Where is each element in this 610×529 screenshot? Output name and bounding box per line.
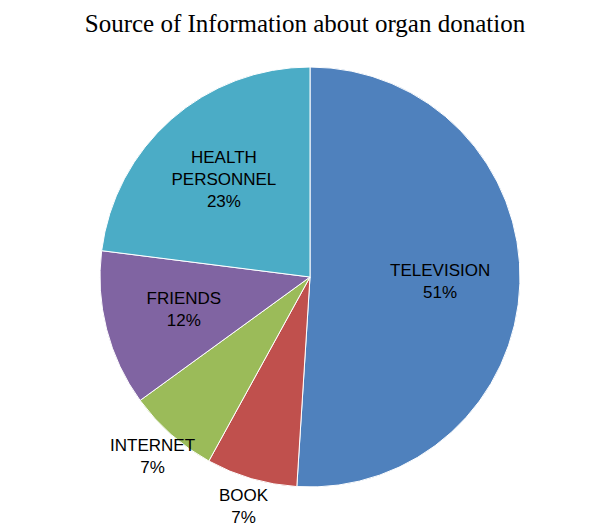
svg-text:HEALTHPERSONNEL23%: HEALTHPERSONNEL23% bbox=[171, 148, 276, 211]
svg-text:BOOK7%: BOOK7% bbox=[219, 485, 269, 526]
svg-text:INTERNET7%: INTERNET7% bbox=[110, 435, 195, 476]
svg-text:FRIENDS12%: FRIENDS12% bbox=[147, 289, 222, 330]
svg-text:TELEVISION51%: TELEVISION51% bbox=[390, 261, 490, 302]
html-text:Source of Information about or: Source of Information about organ donati… bbox=[84, 10, 526, 37]
